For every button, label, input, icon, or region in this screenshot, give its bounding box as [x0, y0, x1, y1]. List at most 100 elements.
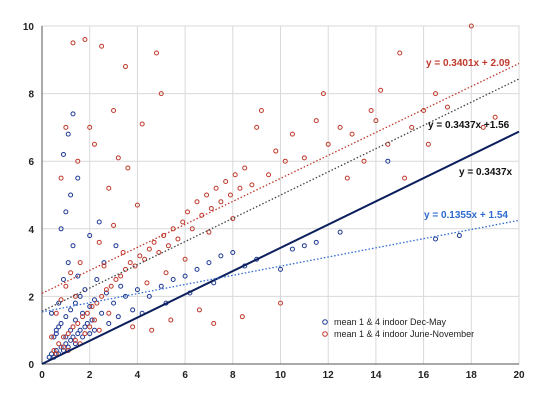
point-dec-may	[91, 327, 97, 333]
point-june-november	[373, 118, 379, 124]
point-june-november	[75, 320, 81, 326]
point-june-november	[70, 40, 76, 46]
point-june-november	[409, 124, 415, 130]
point-june-november	[273, 148, 279, 154]
point-june-november	[444, 104, 450, 110]
x-tick-label: 6	[182, 370, 188, 381]
point-june-november	[313, 118, 319, 124]
point-june-november	[72, 337, 78, 343]
point-june-november	[282, 158, 288, 164]
point-june-november	[402, 175, 408, 181]
point-june-november	[87, 124, 93, 130]
point-june-november	[149, 327, 155, 333]
point-june-november	[196, 307, 202, 313]
data-points	[46, 23, 498, 360]
point-june-november	[82, 331, 88, 337]
point-dec-may	[206, 260, 212, 266]
point-june-november	[258, 108, 264, 113]
x-tick-label: 2	[87, 370, 93, 381]
point-dec-may	[87, 304, 93, 310]
point-june-november	[397, 50, 403, 56]
point-dec-may	[46, 354, 52, 360]
point-june-november	[151, 239, 157, 245]
point-dec-may	[194, 266, 200, 272]
point-june-november	[161, 233, 167, 239]
point-dec-may	[96, 219, 102, 225]
point-june-november	[106, 185, 112, 191]
point-dec-may	[134, 287, 140, 293]
point-june-november	[242, 165, 248, 171]
x-tick-label: 12	[323, 370, 335, 381]
point-june-november	[204, 192, 210, 198]
point-june-november	[425, 141, 431, 147]
point-june-november	[96, 239, 102, 245]
point-dec-may	[77, 293, 83, 299]
point-dec-may	[60, 277, 66, 282]
point-dec-may	[75, 273, 81, 279]
point-dec-may	[53, 331, 59, 337]
point-dec-may	[111, 300, 117, 306]
point-june-november	[111, 222, 117, 228]
point-dec-may	[218, 253, 224, 259]
point-dec-may	[99, 310, 105, 316]
point-june-november	[480, 124, 486, 130]
y-tick-label: 2	[28, 292, 34, 303]
point-june-november	[289, 131, 295, 137]
point-june-november	[49, 334, 55, 340]
point-dec-may	[301, 243, 307, 249]
point-dec-may	[80, 310, 86, 316]
point-june-november	[60, 344, 66, 350]
point-dec-may	[63, 314, 69, 320]
point-dec-may	[118, 283, 124, 289]
point-june-november	[368, 108, 374, 113]
point-june-november	[349, 131, 355, 137]
point-june-november	[194, 199, 200, 205]
legend-entry: mean 1 & 4 indoor Dec-May	[334, 317, 447, 327]
point-june-november	[208, 206, 214, 212]
point-june-november	[96, 327, 102, 333]
fit-equation-label: y = 0.3401x + 2.09	[426, 58, 510, 69]
point-dec-may	[106, 320, 112, 326]
point-dec-may	[58, 344, 64, 350]
point-dec-may	[70, 111, 76, 117]
point-june-november	[142, 256, 148, 262]
point-june-november	[118, 273, 124, 279]
point-dec-may	[53, 347, 59, 353]
point-june-november	[180, 219, 186, 225]
point-june-november	[80, 314, 86, 320]
point-june-november	[91, 317, 97, 323]
point-june-november	[361, 158, 367, 164]
point-june-november	[468, 23, 474, 29]
point-june-november	[227, 192, 233, 198]
point-dec-may	[115, 314, 121, 320]
point-dec-may	[56, 300, 62, 306]
point-june-november	[91, 141, 97, 147]
point-dec-may	[63, 334, 69, 340]
point-june-november	[60, 334, 66, 340]
point-june-november	[68, 270, 74, 276]
point-june-november	[77, 260, 83, 266]
point-dec-may	[89, 317, 95, 323]
point-june-november	[99, 293, 105, 299]
point-june-november	[132, 263, 138, 269]
fit-line	[41, 219, 520, 313]
point-june-november	[344, 175, 350, 181]
point-dec-may	[58, 226, 64, 232]
point-dec-may	[53, 327, 59, 333]
point-dec-may	[51, 334, 57, 340]
point-june-november	[184, 209, 190, 215]
y-tick-label: 8	[28, 90, 34, 101]
point-june-november	[165, 243, 171, 249]
point-june-november	[101, 263, 107, 269]
x-tick-label: 14	[370, 370, 382, 381]
x-tick-label: 0	[39, 370, 45, 381]
point-june-november	[492, 114, 498, 120]
point-dec-may	[122, 293, 128, 299]
fit-equation-label: y = 0.1355x + 1.54	[424, 210, 508, 221]
point-june-november	[237, 185, 243, 191]
y-tick-label: 0	[28, 360, 34, 371]
point-june-november	[51, 347, 57, 353]
x-tick-label: 10	[275, 370, 287, 381]
fit-line	[41, 62, 520, 294]
